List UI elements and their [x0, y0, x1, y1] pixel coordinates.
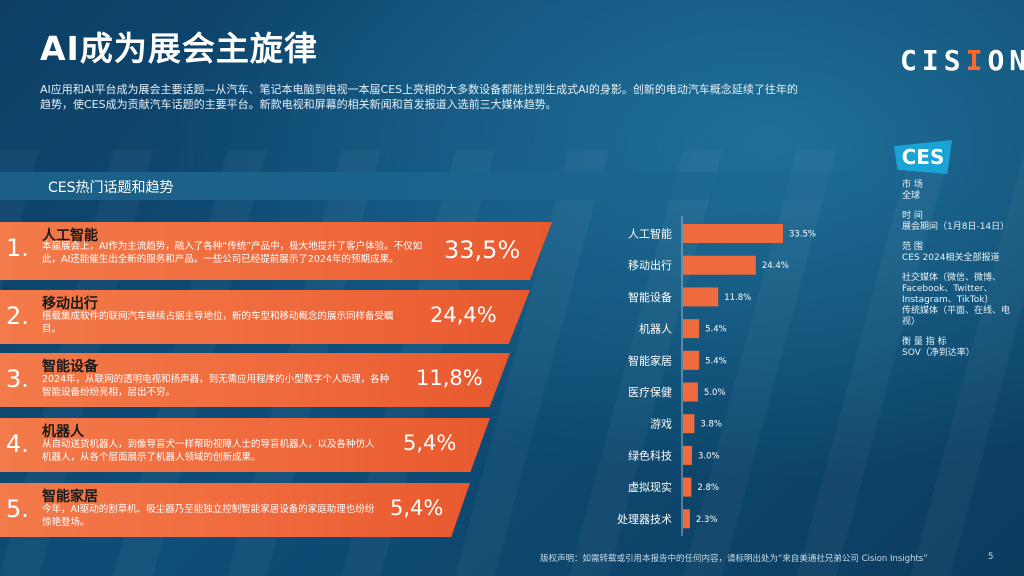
- bar: [683, 382, 698, 402]
- bar: [683, 509, 690, 529]
- value-label: 3.0%: [698, 451, 720, 461]
- value-label: 11.8%: [724, 293, 751, 303]
- value-label: 5.0%: [704, 388, 726, 398]
- market-block: 市 场 全球: [902, 180, 1022, 202]
- topic-name: 智能家居: [42, 489, 98, 505]
- topic-description: 从自动送货机器人，到像导盲犬一样帮助视障人士的导盲机器人，以及各种仿人机器人，从…: [42, 439, 375, 463]
- time-label: 时 间: [902, 211, 923, 221]
- intro-paragraph: AI应用和AI平台成为展会主要话题—从汽车、笔记本电脑到电视一本届CES上亮相的…: [40, 83, 798, 111]
- topic-number: 5.: [6, 495, 29, 523]
- methodology-panel: 市 场 全球 时 间 展会期间（1月8日-14日） 范 围 CES 2024相关…: [902, 180, 1022, 368]
- category-label: 绿色科技: [628, 448, 672, 462]
- topic-description: 今年，AI驱动的割草机、吸尘器乃至能独立控制智能家居设备的家庭助理也纷纷惊艳登场…: [42, 504, 375, 528]
- topic-item: 3. 智能设备 2024年，从联网的透明电视和扬声器，到无需应用程序的小型数字个…: [0, 353, 510, 407]
- chart-svg: 人工智能 33.5% 移动出行 24.4% 智能设备 11.8% 机器人 5.4% 智能家居 5.…: [617, 216, 816, 536]
- topic-percentage: 33,5%: [444, 236, 521, 264]
- scope-value: CES 2024相关全部报道: [902, 253, 1000, 263]
- topic-percentage: 5,4%: [403, 431, 457, 455]
- traditional-media: 传统媒体（平面、在线、电视）: [902, 306, 1011, 327]
- bar: [683, 224, 783, 243]
- media-block: 社交媒体（微信、微博、Facebook、Twitter、Instagram、Ti…: [902, 273, 1022, 328]
- category-label: 虚拟现实: [628, 480, 672, 494]
- category-label: 智能设备: [628, 290, 672, 304]
- time-block: 时 间 展会期间（1月8日-14日）: [902, 211, 1022, 233]
- bar: [683, 319, 700, 339]
- category-label: 机器人: [639, 322, 672, 336]
- value-label: 2.3%: [696, 515, 718, 525]
- topic-number: 1.: [6, 234, 29, 262]
- category-label: 移动出行: [628, 258, 672, 272]
- section-header-bar: CES热门话题和趋势: [0, 172, 880, 200]
- bar: [683, 477, 692, 497]
- value-label: 33.5%: [789, 230, 816, 240]
- topic-number: 3.: [6, 365, 29, 393]
- category-label: 游戏: [650, 418, 672, 431]
- time-value: 展会期间（1月8日-14日）: [902, 222, 1010, 232]
- topic-name: 智能设备: [42, 359, 98, 375]
- topic-name: 移动出行: [42, 296, 98, 312]
- bar: [683, 255, 756, 275]
- topic-item: 5. 智能家居 今年，AI驱动的割草机、吸尘器乃至能独立控制智能家居设备的家庭助…: [0, 483, 470, 537]
- section-title: CES热门话题和趋势: [48, 180, 174, 196]
- category-label: 人工智能: [628, 227, 672, 241]
- bar: [683, 350, 700, 370]
- bar: [683, 414, 695, 434]
- value-label: 3.8%: [700, 420, 722, 430]
- category-label: 医疗保健: [628, 385, 672, 399]
- market-label: 市 场: [902, 180, 923, 190]
- topic-percentage: 5,4%: [390, 496, 444, 520]
- value-label: 2.8%: [697, 483, 719, 493]
- topic-item: 4. 机器人 从自动送货机器人，到像导盲犬一样帮助视障人士的导盲机器人，以及各种…: [0, 418, 490, 472]
- page-number: 5: [988, 552, 994, 562]
- cision-logo: CISION: [900, 44, 1024, 77]
- topic-number: 4.: [6, 430, 29, 458]
- metric-value: SOV（净到达率）: [902, 348, 975, 358]
- social-media: 社交媒体（微信、微博、Facebook、Twitter、Instagram、Ti…: [902, 273, 1002, 305]
- bar: [683, 287, 719, 307]
- scope-block: 范 围 CES 2024相关全部报道: [902, 242, 1022, 264]
- topic-name: 人工智能: [42, 228, 98, 244]
- topics-bar-chart: 人工智能 33.5% 移动出行 24.4% 智能设备 11.8% 机器人 5.4% 智能家居 5.…: [610, 216, 860, 536]
- topic-percentage: 24,4%: [430, 303, 497, 327]
- topic-number: 2.: [6, 302, 29, 330]
- market-value: 全球: [902, 191, 921, 201]
- topic-description: 搭载集成软件的联网汽车继续占据主导地位，新的车型和移动概念的展示同样备受瞩目。: [42, 311, 394, 335]
- category-label: 智能家居: [628, 353, 672, 367]
- topic-name: 机器人: [42, 424, 84, 440]
- page-title: AI成为展会主旋律: [40, 29, 318, 68]
- topic-description: 2024年，从联网的透明电视和扬声器，到无需应用程序的小型数字个人助理，各种智能…: [42, 374, 390, 398]
- bar: [683, 445, 692, 465]
- topic-percentage: 11,8%: [416, 366, 483, 390]
- copyright-notice: 版权声明：如需转载或引用本报告中的任何内容，请标明出处为“来自美通社兄弟公司 C…: [540, 554, 928, 564]
- scope-label: 范 围: [902, 242, 923, 252]
- topic-description: 本届展会上，AI作为主流趋势，融入了各种“传统”产品中，极大地提升了客户体验。不…: [42, 241, 423, 265]
- metric-block: 衡 量 指 标 SOV（净到达率）: [902, 337, 1022, 359]
- topic-item: 1. 人工智能 本届展会上，AI作为主流趋势，融入了各种“传统”产品中，极大地提…: [0, 222, 552, 280]
- ces-logo: CES: [894, 140, 952, 174]
- topic-item: 2. 移动出行 搭载集成软件的联网汽车继续占据主导地位，新的车型和移动概念的展示…: [0, 290, 530, 344]
- value-label: 24.4%: [762, 261, 789, 271]
- value-label: 5.4%: [705, 325, 727, 335]
- category-label: 处理器技术: [617, 513, 672, 526]
- value-label: 5.4%: [705, 356, 727, 366]
- metric-label: 衡 量 指 标: [902, 337, 947, 347]
